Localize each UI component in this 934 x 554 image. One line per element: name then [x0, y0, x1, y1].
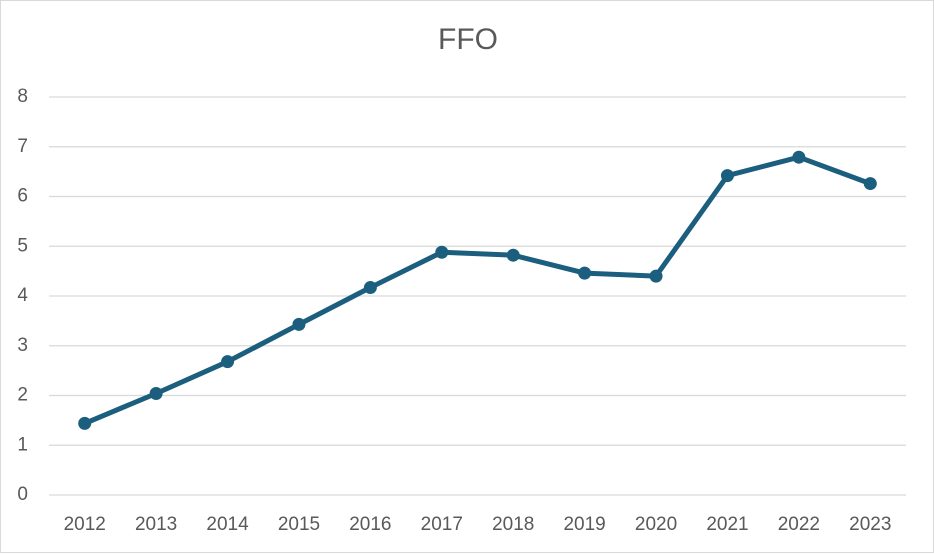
x-tick-label: 2020 — [635, 514, 677, 535]
y-tick-label: 8 — [17, 86, 28, 107]
data-point-2023 — [863, 177, 877, 191]
data-point-2014 — [221, 355, 235, 369]
y-tick-label: 3 — [17, 335, 28, 356]
x-tick-label: 2015 — [278, 514, 320, 535]
data-point-2022 — [792, 150, 806, 164]
y-tick-label: 2 — [17, 385, 28, 406]
y-tick-label: 1 — [17, 434, 28, 455]
x-tick-label: 2021 — [706, 514, 748, 535]
data-point-2016 — [363, 281, 377, 295]
data-point-2012 — [78, 416, 92, 430]
gridlines — [49, 96, 906, 496]
data-point-2015 — [292, 317, 306, 331]
x-tick-label: 2014 — [206, 514, 249, 535]
x-tick-label: 2016 — [349, 514, 391, 535]
chart-title: FFO — [438, 23, 498, 56]
data-point-2013 — [149, 387, 163, 401]
x-tick-label: 2019 — [563, 514, 605, 535]
y-tick-label: 7 — [17, 136, 28, 157]
data-point-2017 — [435, 245, 449, 259]
data-point-2020 — [649, 269, 663, 283]
series-layer — [78, 150, 877, 430]
x-tick-label: 2022 — [778, 514, 820, 535]
y-tick-label: 4 — [17, 285, 28, 306]
x-axis-ticks: 2012 2013 2014 2015 2016 2017 2018 2019 2020 2021… — [64, 514, 892, 535]
y-tick-label: 5 — [17, 235, 28, 256]
data-point-2021 — [720, 169, 734, 183]
y-axis-ticks: 0 1 2 3 4 5 6 7 8 — [17, 86, 28, 505]
data-point-2019 — [578, 266, 592, 280]
x-tick-label: 2018 — [492, 514, 534, 535]
y-tick-label: 6 — [17, 186, 28, 207]
x-tick-label: 2017 — [421, 514, 463, 535]
data-point-2018 — [506, 248, 520, 262]
series-line — [82, 154, 873, 426]
x-tick-label: 2013 — [135, 514, 177, 535]
x-tick-label: 2012 — [64, 514, 106, 535]
y-tick-label: 0 — [17, 484, 28, 505]
x-tick-label: 2023 — [849, 514, 891, 535]
